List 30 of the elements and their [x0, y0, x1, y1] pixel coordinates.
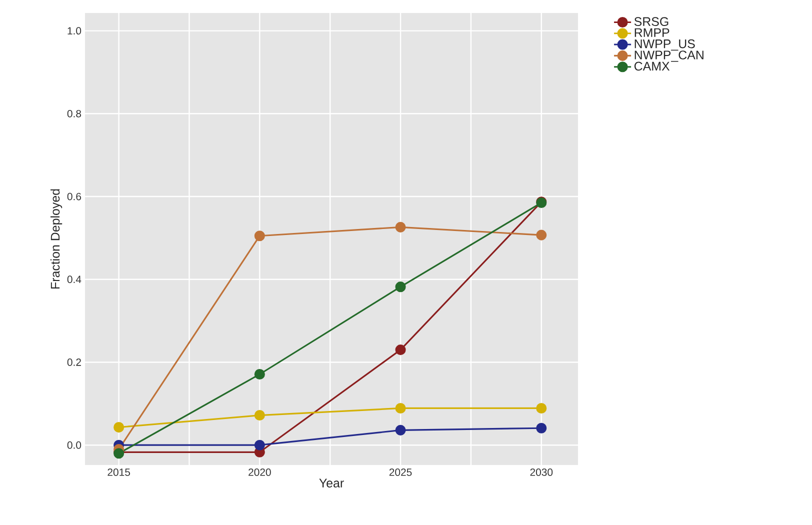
point: [395, 344, 406, 356]
legend-label: SRSG: [634, 17, 668, 26]
legend-label: NWPP_CAN: [634, 50, 704, 62]
legend-label: RMPP: [634, 28, 670, 37]
point: [395, 424, 406, 436]
y-tick-label: 1.0: [68, 27, 82, 35]
point: [254, 440, 265, 450]
x-tick-label: 2025: [389, 468, 412, 476]
y-tick-label: 0.2: [67, 358, 81, 366]
y-tick-label: 0.8: [67, 110, 82, 118]
x-tick-label: 2015: [108, 468, 130, 476]
y-axis-title: Fraction Deployed: [50, 189, 62, 288]
point: [395, 222, 406, 232]
legend-label: NWPP_US: [634, 39, 695, 51]
point: [536, 230, 547, 240]
point: [254, 230, 265, 242]
y-tick-label: 0.6: [67, 192, 82, 200]
point: [395, 402, 406, 414]
point: [395, 282, 406, 292]
point: [536, 402, 547, 414]
point: [254, 368, 265, 380]
x-tick-label: 2020: [248, 468, 271, 476]
y-tick-label: 0.0: [67, 441, 82, 449]
point: [536, 422, 547, 434]
point: [114, 422, 124, 433]
x-axis-title: Year: [319, 478, 344, 488]
y-tick-label: 0.4: [67, 276, 82, 284]
x-tick-label: 2030: [530, 468, 553, 476]
point: [254, 410, 265, 421]
legend-label: CAMX: [634, 62, 670, 71]
